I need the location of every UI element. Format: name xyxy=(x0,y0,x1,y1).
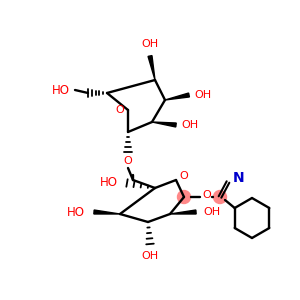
Polygon shape xyxy=(165,93,189,100)
Text: OH: OH xyxy=(194,90,212,100)
Text: N: N xyxy=(233,171,245,185)
Polygon shape xyxy=(152,122,176,127)
Polygon shape xyxy=(170,210,196,214)
Text: O: O xyxy=(202,190,211,200)
Text: OH: OH xyxy=(141,251,159,261)
Text: OH: OH xyxy=(203,207,220,217)
Circle shape xyxy=(178,190,190,203)
Text: OH: OH xyxy=(141,39,159,49)
Circle shape xyxy=(214,190,226,203)
Text: OH: OH xyxy=(182,120,199,130)
Polygon shape xyxy=(148,56,155,80)
Text: HO: HO xyxy=(100,176,118,188)
Text: HO: HO xyxy=(52,83,70,97)
Text: O: O xyxy=(124,156,132,166)
Text: O: O xyxy=(116,105,124,115)
Text: HO: HO xyxy=(67,206,85,218)
Text: O: O xyxy=(180,171,188,181)
Polygon shape xyxy=(94,210,120,214)
